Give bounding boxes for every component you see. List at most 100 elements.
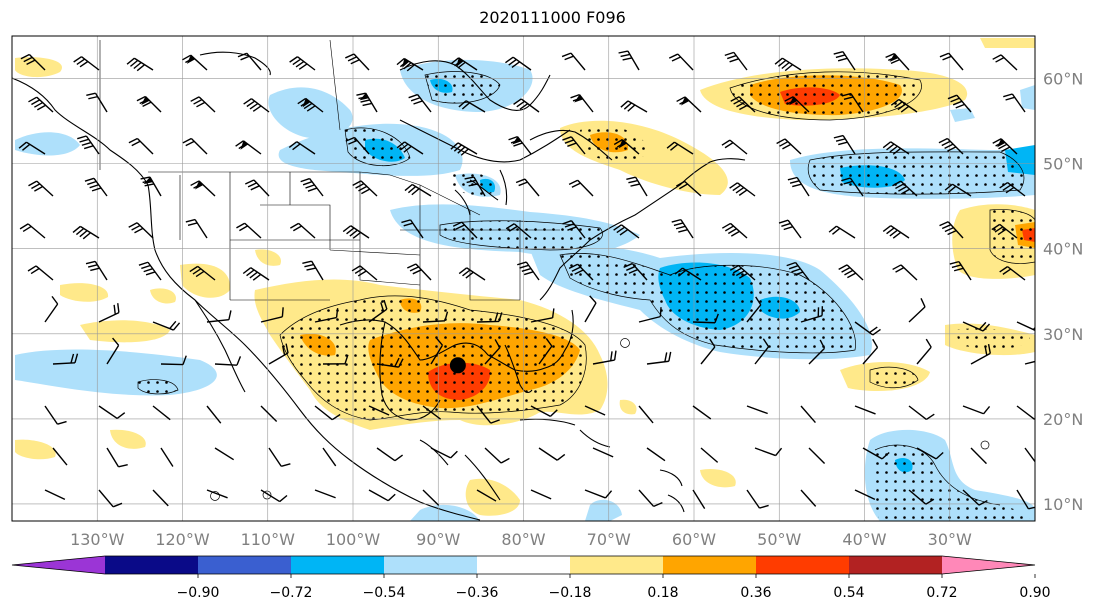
wind-barb (84, 177, 108, 197)
wind-barb (841, 92, 864, 113)
wind-barb (584, 489, 613, 499)
wind-barb (185, 218, 208, 239)
wind-barb (746, 296, 762, 323)
wind-barb (962, 321, 991, 332)
longitude-label: 50°W (757, 530, 801, 549)
wind-barb (721, 139, 748, 155)
wind-barb (970, 447, 987, 465)
wind-barb (620, 100, 648, 113)
wind-barb (530, 405, 558, 417)
wind-barb (774, 57, 802, 72)
wind-barb (890, 98, 918, 113)
wind-barb (206, 310, 232, 323)
wind-barb (1016, 489, 1035, 510)
wind-barb (808, 339, 826, 365)
wind-barb (52, 353, 79, 365)
colorbar-tick-label: −0.36 (456, 585, 499, 601)
wind-barb (182, 137, 208, 155)
wind-barb (260, 489, 288, 503)
wind-barb (754, 447, 783, 457)
latitude-label: 40°N (1043, 240, 1083, 259)
wind-barb (288, 141, 316, 155)
wind-barb (584, 405, 606, 416)
wind-barb (729, 182, 756, 197)
wind-barb (1016, 405, 1035, 420)
wind-barb (1016, 321, 1035, 332)
wind-barb (314, 405, 341, 421)
wind-barb (892, 180, 918, 197)
wind-barb (854, 321, 881, 336)
wind-barb (356, 92, 378, 113)
wind-barb (939, 52, 964, 71)
wind-barb (126, 57, 154, 72)
wind-barb (584, 295, 597, 323)
wind-barb (515, 178, 540, 197)
longitude-label: 120°W (155, 530, 210, 549)
wind-barb (322, 354, 349, 365)
wind-barb (345, 136, 370, 155)
colorbar-tick-label: −0.18 (549, 585, 592, 601)
colorbar-bin (105, 556, 199, 574)
wind-barb (562, 220, 586, 239)
wind-barb (592, 447, 614, 458)
wind-barb (190, 180, 216, 197)
wind-barb (450, 142, 478, 156)
wind-barb (561, 52, 586, 71)
latitude-label: 10°N (1043, 495, 1083, 514)
wind-barb (568, 263, 594, 281)
longitude-label: 90°W (416, 530, 460, 549)
wind-barb (160, 355, 187, 366)
wind-barb (692, 489, 706, 510)
longitude-label: 40°W (842, 530, 886, 549)
map-frame (11, 35, 1036, 522)
wind-barb (939, 221, 964, 239)
wind-barb (182, 54, 208, 71)
wind-barb (908, 489, 935, 505)
wind-barb (289, 222, 316, 239)
wind-barb (368, 405, 390, 416)
colorbar-tick-label: 0.18 (647, 585, 678, 601)
wind-barb (700, 338, 716, 365)
wind-barb (484, 339, 501, 365)
wind-barb (206, 405, 222, 424)
wind-barb (999, 266, 1026, 281)
wind-barb (297, 97, 324, 113)
wind-barb (1003, 93, 1026, 113)
wind-barb (538, 447, 566, 461)
wind-barb (671, 218, 694, 239)
wind-barb (938, 137, 964, 155)
wind-barb (72, 225, 100, 240)
wind-barb (214, 447, 235, 461)
wind-barb (408, 93, 432, 113)
wind-barb (721, 222, 748, 239)
colorbar-bin (570, 556, 664, 574)
wind-barb (268, 343, 289, 365)
longitude-labels: 130°W 120°W 110°W 100°W 90°W 80°W 70°W 60°W 50°W… (70, 530, 972, 549)
longitude-label: 100°W (326, 530, 381, 549)
wind-barb (626, 176, 648, 197)
political-borders (99, 39, 560, 301)
wind-barb (376, 357, 404, 368)
wind-barb (562, 136, 586, 155)
wind-barb (214, 356, 242, 366)
wind-barb (613, 224, 640, 239)
wind-barb (962, 489, 988, 506)
wind-barb (638, 307, 662, 323)
wind-barb (700, 447, 719, 463)
wind-barb (44, 489, 66, 501)
wind-barb (18, 141, 46, 155)
wind-barb (206, 489, 228, 499)
wind-barb (106, 337, 120, 365)
wind-barb (458, 267, 486, 281)
wind-barb (138, 261, 162, 281)
colorbar-extend-high (942, 556, 1035, 574)
wind-barb (530, 308, 555, 323)
wind-barb (152, 405, 171, 421)
wind-barb (401, 219, 424, 239)
wind-barb (505, 223, 532, 239)
colorbar-tick-label: −0.72 (270, 585, 313, 601)
wind-barb (128, 137, 154, 155)
wind-barb (476, 489, 497, 502)
wind-barb (828, 225, 856, 239)
